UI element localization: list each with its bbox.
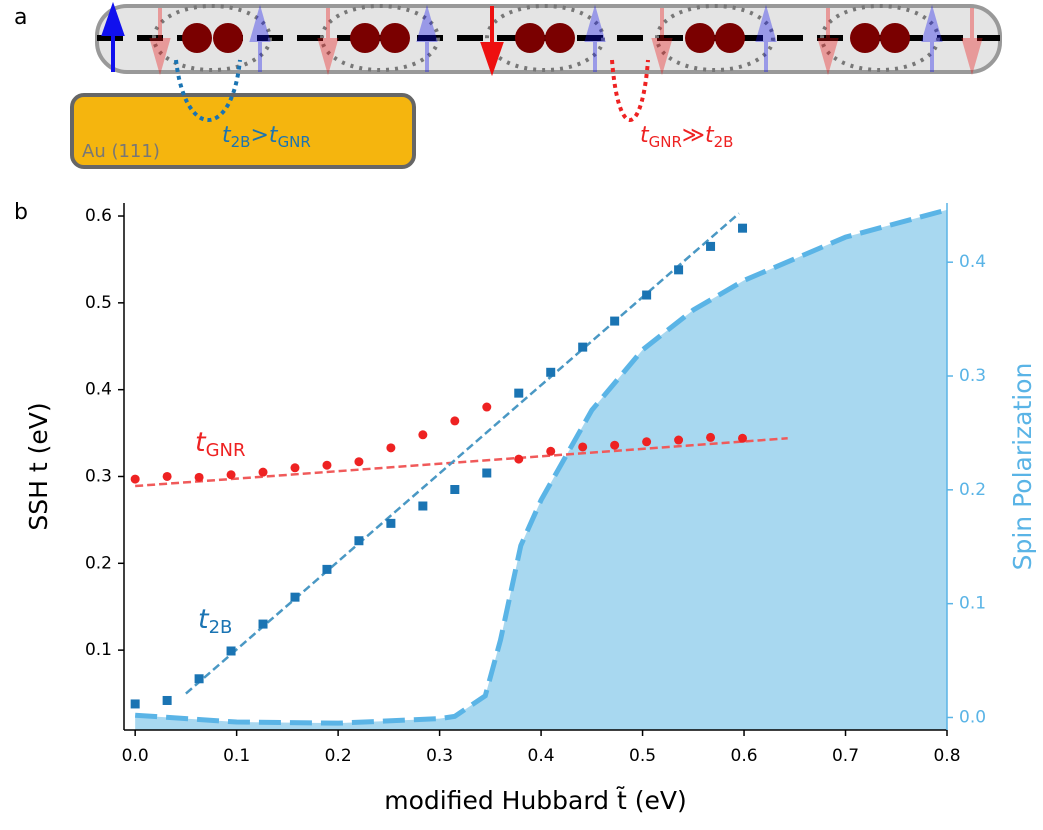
- point: [386, 443, 396, 453]
- annotation-sub: GNR: [206, 440, 246, 461]
- point: [738, 433, 748, 443]
- point: [482, 402, 492, 412]
- point: [546, 367, 556, 377]
- point: [738, 223, 748, 233]
- x-tick-label: 0.0: [122, 746, 149, 766]
- y-tick-label: 0.2: [85, 553, 112, 573]
- point: [642, 290, 652, 300]
- panel-label: b: [14, 200, 28, 225]
- y-tick-label: 0.6: [85, 206, 112, 226]
- x-axis-label: modified Hubbard t̃ (eV): [384, 786, 687, 815]
- substrate-box: [70, 93, 416, 169]
- point: [450, 416, 460, 426]
- point: [386, 518, 396, 528]
- point: [674, 435, 684, 445]
- x-tick-label: 0.8: [933, 746, 960, 766]
- y2-tick-label: 0.2: [959, 480, 986, 500]
- plot: 0.0 0.1 0.2 0.3 0.4 0.5 0.6 0.7 0.8 0.1 0.2 0.3 0.4 0…: [24, 203, 1037, 815]
- point: [418, 501, 428, 511]
- y2-tick-label: 0.1: [959, 594, 986, 614]
- point: [322, 564, 332, 574]
- point: [354, 536, 364, 546]
- point: [706, 241, 716, 251]
- y-tick-label: 0.4: [85, 380, 112, 400]
- x-tick-label: 0.6: [731, 746, 758, 766]
- y2-tick-label: 0.3: [959, 366, 986, 386]
- point: [418, 430, 428, 440]
- point: [226, 470, 236, 480]
- x-tick-label: 0.7: [832, 746, 859, 766]
- point: [642, 437, 652, 447]
- point: [578, 342, 588, 352]
- point: [514, 388, 524, 398]
- substrate-label: Au (111): [82, 141, 160, 162]
- point: [578, 442, 588, 452]
- point: [162, 471, 172, 481]
- point: [290, 463, 300, 473]
- point: [194, 674, 204, 684]
- dimers: [152, 4, 940, 72]
- y2-tick-label: 0.4: [959, 252, 986, 272]
- hopping-label: tGNR≫t2B: [640, 123, 733, 151]
- spin-curve: [134, 207, 948, 726]
- point: [482, 468, 492, 478]
- y2-tick-label: 0.0: [959, 707, 986, 727]
- hopping-curve: [174, 59, 242, 122]
- fit-line: [135, 437, 788, 488]
- x-tick-label: 0.4: [528, 746, 555, 766]
- x-tick-label: 0.5: [629, 746, 656, 766]
- y-axis-label: SSH t (eV): [24, 402, 53, 530]
- fit-line: [185, 212, 740, 695]
- point: [162, 695, 172, 705]
- schematic: Au (111): [70, 1, 1002, 169]
- point: [322, 460, 332, 470]
- point: [290, 592, 300, 602]
- x-tick-label: 0.2: [325, 746, 352, 766]
- point: [546, 446, 556, 456]
- point: [706, 432, 716, 442]
- point: [674, 265, 684, 275]
- spin-area: [135, 209, 947, 731]
- point: [226, 646, 236, 656]
- hopping-label: t2B>tGNR: [222, 123, 311, 151]
- panel-label: a: [14, 5, 27, 30]
- annotation: t2B: [198, 604, 232, 639]
- annotation: tGNR: [195, 427, 246, 462]
- sites: [182, 23, 910, 53]
- annotation-text: t: [195, 427, 207, 458]
- point: [450, 485, 460, 495]
- x-tick-label: 0.1: [223, 746, 250, 766]
- y2-axis-label: Spin Polarization: [1008, 363, 1037, 571]
- point: [258, 467, 268, 477]
- point: [258, 619, 268, 629]
- annotation-text: t: [198, 604, 210, 635]
- point: [354, 457, 364, 467]
- y-tick-label: 0.1: [85, 640, 112, 660]
- y-tick-label: 0.5: [85, 293, 112, 313]
- point: [130, 699, 140, 709]
- point: [610, 316, 620, 326]
- annotation-sub: 2B: [209, 617, 233, 638]
- point: [514, 454, 524, 464]
- y-tick-label: 0.3: [85, 466, 112, 486]
- point: [194, 472, 204, 482]
- point: [130, 474, 140, 484]
- spins: [101, 1, 983, 77]
- x-tick-label: 0.3: [426, 746, 453, 766]
- hopping-curve: [610, 59, 650, 122]
- point: [610, 440, 620, 450]
